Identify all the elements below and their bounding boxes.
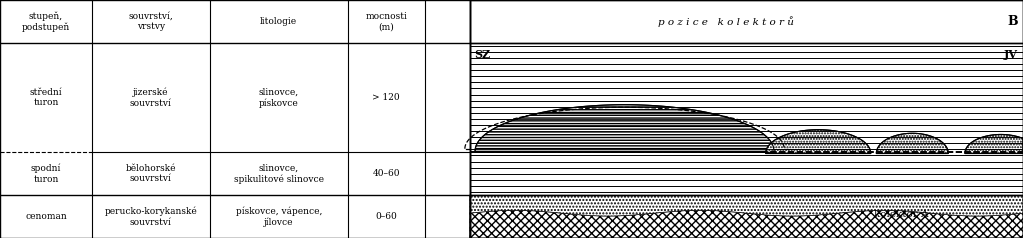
Text: mocnosti
(m): mocnosti (m) bbox=[365, 12, 407, 31]
Text: jizerské
souvrství: jizerské souvrství bbox=[130, 88, 172, 108]
Polygon shape bbox=[765, 130, 871, 154]
Polygon shape bbox=[470, 43, 1023, 152]
Text: JV: JV bbox=[1004, 49, 1018, 60]
Text: slinovce,
pískovce: slinovce, pískovce bbox=[259, 88, 299, 108]
Text: spodní
turon: spodní turon bbox=[31, 164, 61, 184]
Text: SZ: SZ bbox=[475, 49, 491, 60]
Text: pískovce, vápence,
jílovce: pískovce, vápence, jílovce bbox=[235, 206, 322, 227]
Text: stupeň,
podstupeň: stupeň, podstupeň bbox=[21, 11, 71, 32]
Polygon shape bbox=[877, 133, 948, 154]
Text: 0–60: 0–60 bbox=[375, 212, 397, 221]
Text: litologie: litologie bbox=[260, 17, 298, 26]
Polygon shape bbox=[470, 195, 1023, 216]
Polygon shape bbox=[965, 134, 1023, 154]
Text: souvrství,
vrstvy: souvrství, vrstvy bbox=[129, 12, 173, 31]
Text: slinovce,
spikulitové slinovce: slinovce, spikulitové slinovce bbox=[234, 164, 323, 184]
Text: kolektor A: kolektor A bbox=[874, 210, 929, 219]
Text: střední
turon: střední turon bbox=[30, 88, 62, 107]
Text: perucko-korykanské
souvrství: perucko-korykanské souvrství bbox=[104, 207, 197, 227]
Text: p o z i c e   k o l e k t o r ů: p o z i c e k o l e k t o r ů bbox=[658, 16, 794, 27]
Text: 40–60: 40–60 bbox=[372, 169, 400, 178]
Text: > 120: > 120 bbox=[372, 93, 400, 102]
Polygon shape bbox=[470, 152, 1023, 195]
Text: bělohorské
souvrství: bělohorské souvrství bbox=[126, 164, 176, 183]
Text: B: B bbox=[1008, 15, 1018, 28]
Polygon shape bbox=[470, 210, 1023, 238]
Text: cenoman: cenoman bbox=[26, 212, 66, 221]
Polygon shape bbox=[475, 105, 774, 152]
